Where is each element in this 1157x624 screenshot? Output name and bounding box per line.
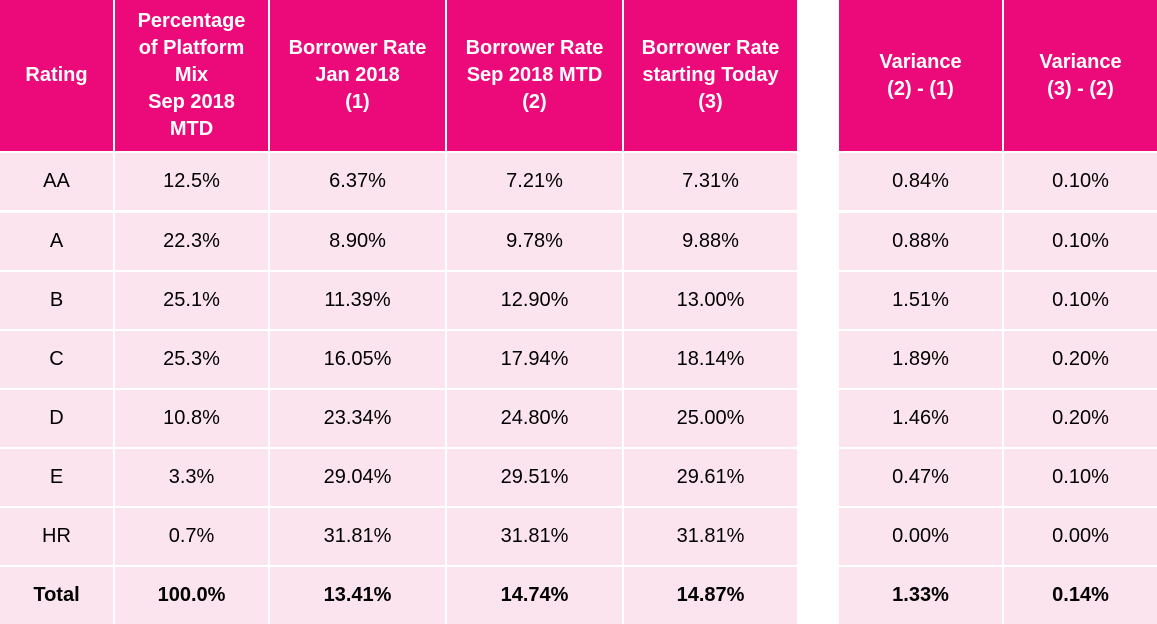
header-line: Percentage <box>137 10 246 32</box>
row-rate-sep-2018-cell: 31.81% <box>447 508 622 565</box>
row-variance-2-1-cell: 0.47% <box>839 449 1002 506</box>
row-rate-today-cell: 25.00% <box>624 390 797 447</box>
header-line: of Platform <box>138 37 245 59</box>
header-line: Variance <box>1039 50 1122 73</box>
row-rate-jan-2018-cell: 29.04% <box>270 449 445 506</box>
total-rate-sep-2018-cell: 14.74% <box>447 567 622 624</box>
row-rate-sep-2018-cell: 24.80% <box>447 390 622 447</box>
total-rate-today-cell: 14.87% <box>624 567 797 624</box>
row-rate-sep-2018-cell: 17.94% <box>447 331 622 388</box>
header-line: Variance <box>879 50 962 73</box>
row-rate-jan-2018-cell: 6.37% <box>270 153 445 210</box>
header-line: Jan 2018 <box>315 64 400 86</box>
header-line: Sep 2018 MTD <box>466 64 603 86</box>
total-rate-jan-2018-cell: 13.41% <box>270 567 445 624</box>
header-line: Rating <box>25 64 88 86</box>
total-platform-mix-cell: 100.0% <box>115 567 268 624</box>
row-rating-cell: E <box>0 449 113 506</box>
row-rate-jan-2018-cell: 8.90% <box>270 213 445 270</box>
row-variance-3-2-cell: 0.10% <box>1004 272 1157 329</box>
row-variance-2-1-cell: 0.84% <box>839 153 1002 210</box>
row-rating-cell: D <box>0 390 113 447</box>
row-rating-cell: HR <box>0 508 113 565</box>
header-line: (2) - (1) <box>887 77 954 100</box>
row-variance-2-1-cell: 1.89% <box>839 331 1002 388</box>
header-platform-mix: Percentage of Platform Mix Sep 2018 MTD <box>115 0 268 151</box>
row-platform-mix-cell: 10.8% <box>115 390 268 447</box>
row-variance-3-2-cell: 0.10% <box>1004 449 1157 506</box>
row-rate-sep-2018-cell: 7.21% <box>447 153 622 210</box>
row-rate-today-cell: 18.14% <box>624 331 797 388</box>
header-line: Borrower Rate <box>465 37 604 59</box>
row-rate-today-cell: 9.88% <box>624 213 797 270</box>
header-line: Sep 2018 <box>148 91 235 113</box>
total-variance-2-1-cell: 1.33% <box>839 567 1002 624</box>
header-line: Borrower Rate <box>641 37 780 59</box>
header-line: (3) <box>698 91 723 113</box>
header-line: (3) - (2) <box>1047 77 1114 100</box>
row-variance-2-1-cell: 0.88% <box>839 213 1002 270</box>
header-rate-today: Borrower Rate starting Today (3) <box>624 0 797 151</box>
row-rate-jan-2018-cell: 23.34% <box>270 390 445 447</box>
row-variance-3-2-cell: 0.00% <box>1004 508 1157 565</box>
row-variance-3-2-cell: 0.20% <box>1004 331 1157 388</box>
row-rate-jan-2018-cell: 31.81% <box>270 508 445 565</box>
total-rating-cell: Total <box>0 567 113 624</box>
header-rate-jan-2018: Borrower Rate Jan 2018 (1) <box>270 0 445 151</box>
header-label: Variance (2) - (1) <box>879 49 961 103</box>
header-label: Borrower Rate starting Today (3) <box>642 35 780 116</box>
row-platform-mix-cell: 3.3% <box>115 449 268 506</box>
header-label: Borrower Rate Sep 2018 MTD (2) <box>466 35 604 116</box>
header-line: Mix <box>174 64 209 86</box>
total-variance-3-2-cell: 0.14% <box>1004 567 1157 624</box>
row-rating-cell: A <box>0 213 113 270</box>
header-variance-3-2: Variance (3) - (2) <box>1004 0 1157 151</box>
header-label: Variance (3) - (2) <box>1039 49 1121 103</box>
row-rate-sep-2018-cell: 29.51% <box>447 449 622 506</box>
row-variance-2-1-cell: 0.00% <box>839 508 1002 565</box>
row-platform-mix-cell: 12.5% <box>115 153 268 210</box>
row-variance-3-2-cell: 0.20% <box>1004 390 1157 447</box>
row-rate-today-cell: 29.61% <box>624 449 797 506</box>
row-platform-mix-cell: 25.1% <box>115 272 268 329</box>
header-line: Borrower Rate <box>288 37 427 59</box>
row-rate-jan-2018-cell: 16.05% <box>270 331 445 388</box>
row-rate-today-cell: 13.00% <box>624 272 797 329</box>
header-line: MTD <box>169 118 214 140</box>
header-label: Rating <box>25 62 87 89</box>
header-line: (1) <box>345 91 370 113</box>
row-rating-cell: C <box>0 331 113 388</box>
row-variance-3-2-cell: 0.10% <box>1004 213 1157 270</box>
row-rate-today-cell: 31.81% <box>624 508 797 565</box>
row-platform-mix-cell: 22.3% <box>115 213 268 270</box>
row-rate-jan-2018-cell: 11.39% <box>270 272 445 329</box>
row-rate-sep-2018-cell: 12.90% <box>447 272 622 329</box>
header-rating: Rating <box>0 0 113 151</box>
header-rate-sep-2018: Borrower Rate Sep 2018 MTD (2) <box>447 0 622 151</box>
row-variance-3-2-cell: 0.10% <box>1004 153 1157 210</box>
row-platform-mix-cell: 25.3% <box>115 331 268 388</box>
row-rating-cell: B <box>0 272 113 329</box>
header-label: Percentage of Platform Mix Sep 2018 MTD <box>138 8 246 143</box>
row-rate-today-cell: 7.31% <box>624 153 797 210</box>
header-line: starting Today <box>642 64 779 86</box>
header-label: Borrower Rate Jan 2018 (1) <box>289 35 427 116</box>
row-rating-cell: AA <box>0 153 113 210</box>
row-rate-sep-2018-cell: 9.78% <box>447 213 622 270</box>
header-variance-2-1: Variance (2) - (1) <box>839 0 1002 151</box>
row-variance-2-1-cell: 1.51% <box>839 272 1002 329</box>
row-variance-2-1-cell: 1.46% <box>839 390 1002 447</box>
header-line: (2) <box>522 91 547 113</box>
row-platform-mix-cell: 0.7% <box>115 508 268 565</box>
